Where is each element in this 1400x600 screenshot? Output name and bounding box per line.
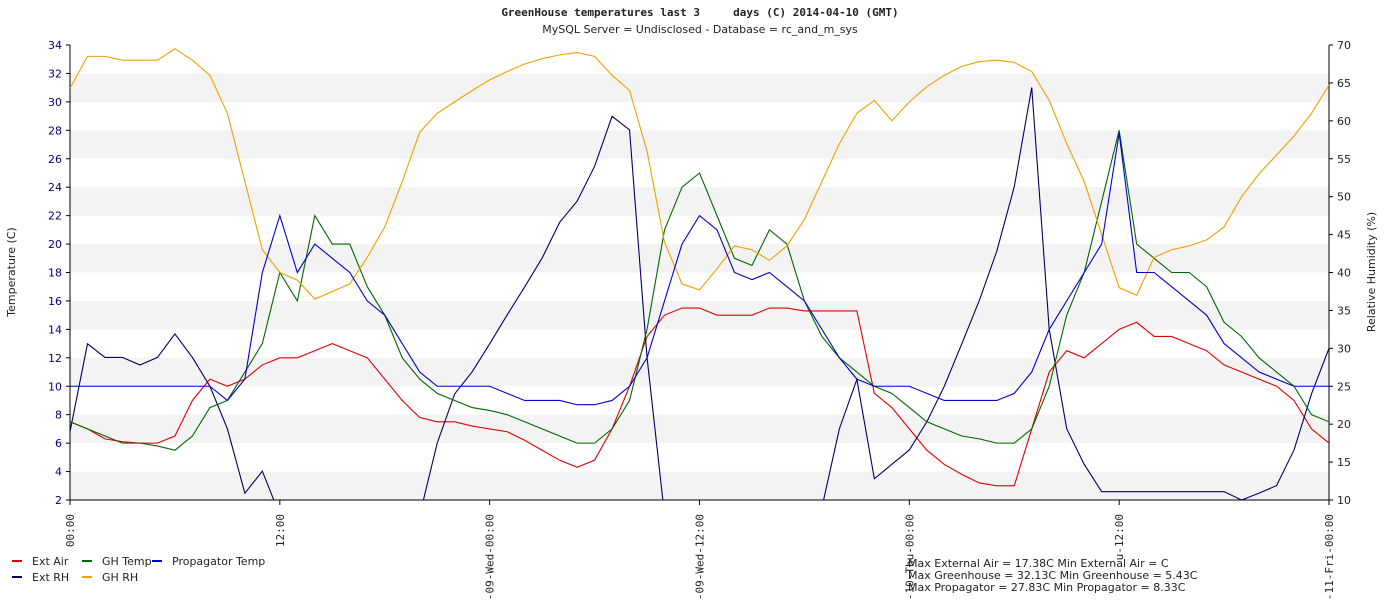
x-tick-label: 00:00 — [64, 514, 77, 547]
grid-band — [70, 187, 1329, 216]
y-tick-label: 8 — [55, 409, 62, 422]
grid-band — [70, 73, 1329, 102]
annotation: Max Propagator = 27.83C Min Propagator =… — [908, 581, 1186, 594]
y-axis-label: Temperature (C) — [5, 227, 18, 317]
chart-subtitle: MySQL Server = Undisclosed - Database = … — [542, 23, 858, 36]
y2-tick-label: 30 — [1337, 342, 1351, 355]
y-tick-label: 16 — [48, 295, 62, 308]
y2-tick-label: 60 — [1337, 115, 1351, 128]
x-tick-label: 04-11-Fri-00:00 — [1323, 514, 1336, 600]
y-tick-label: 10 — [48, 380, 62, 393]
series-line — [70, 133, 1329, 406]
grid-band — [70, 300, 1329, 330]
y-tick-label: 30 — [48, 96, 62, 109]
legend-label: Ext Air — [32, 555, 69, 568]
y-tick-label: 34 — [48, 39, 62, 52]
y-tick-label: 22 — [48, 210, 62, 223]
grid-band — [70, 244, 1329, 273]
x-tick-label: 4-10-Thu-00:00 — [903, 514, 916, 600]
y-tick-label: 6 — [55, 437, 62, 450]
series-line — [70, 87, 1329, 500]
annotation: Max External Air = 17.38C Min External A… — [908, 557, 1169, 570]
y2-tick-label: 35 — [1337, 304, 1351, 317]
y-tick-label: 20 — [48, 238, 62, 251]
y2-tick-label: 45 — [1337, 229, 1351, 242]
x-tick-label: u-12:00 — [1113, 514, 1126, 560]
y2-tick-label: 15 — [1337, 456, 1351, 469]
plot-area — [70, 48, 1329, 500]
x-tick-label: -09-Wed-12:00 — [694, 514, 707, 600]
y2-tick-label: 20 — [1337, 418, 1351, 431]
y-tick-label: 14 — [48, 323, 62, 336]
grid-band — [70, 471, 1329, 500]
y-tick-label: 4 — [55, 466, 62, 479]
y-tick-label: 32 — [48, 67, 62, 80]
series-line — [70, 307, 1329, 487]
y2-tick-label: 10 — [1337, 494, 1351, 507]
legend-label: Ext RH — [32, 571, 69, 584]
legend-label: GH RH — [102, 571, 138, 584]
grid-band — [70, 357, 1329, 387]
y-tick-label: 28 — [48, 124, 62, 137]
y-tick-label: 2 — [55, 494, 62, 507]
y-tick-label: 24 — [48, 181, 62, 194]
legend-label: GH Temp — [102, 555, 152, 568]
y2-tick-label: 65 — [1337, 77, 1351, 90]
y-tick-label: 26 — [48, 153, 62, 166]
x-tick-label: -09-Wed-00:00 — [484, 514, 497, 600]
grid-band — [70, 130, 1329, 159]
x-tick-label: 12:00 — [274, 514, 287, 547]
y2-tick-label: 70 — [1337, 39, 1351, 52]
y2-tick-label: 25 — [1337, 380, 1351, 393]
legend-label: Propagator Temp — [172, 555, 265, 568]
y-tick-label: 12 — [48, 352, 62, 365]
y2-tick-label: 40 — [1337, 267, 1351, 280]
series-line — [70, 48, 1329, 300]
chart-title: GreenHouse temperatures last 3 days (C) … — [501, 6, 898, 19]
y2-tick-label: 50 — [1337, 191, 1351, 204]
y2-tick-label: 55 — [1337, 153, 1351, 166]
grid-band — [70, 414, 1329, 444]
y-tick-label: 18 — [48, 267, 62, 280]
y2-axis-label: Relative Humidity (%) — [1365, 212, 1378, 332]
annotation: Max Greenhouse = 32.13C Min Greenhouse =… — [908, 569, 1198, 582]
